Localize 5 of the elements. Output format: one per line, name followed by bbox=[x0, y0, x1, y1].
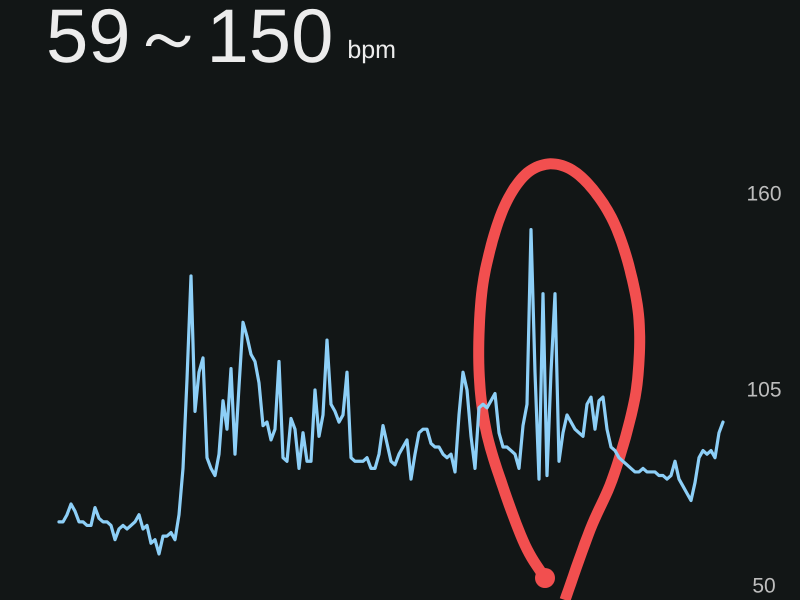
y-tick-label: 50 bbox=[752, 574, 776, 598]
y-tick-label: 105 bbox=[746, 378, 782, 402]
subtitle: bpm bbox=[347, 36, 396, 64]
title: 59～150 bbox=[46, 0, 334, 79]
y-tick-label: 160 bbox=[746, 182, 782, 206]
